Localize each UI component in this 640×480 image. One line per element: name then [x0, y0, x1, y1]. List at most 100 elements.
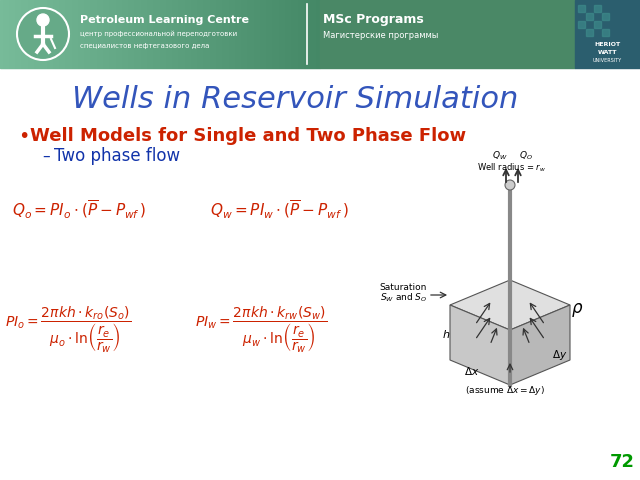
Bar [250, 0, 251, 68]
Bar [30, 0, 31, 68]
Bar [88, 0, 89, 68]
Bar [209, 0, 210, 68]
Bar [170, 0, 171, 68]
Bar [312, 0, 313, 68]
Bar [112, 0, 113, 68]
Bar [225, 0, 226, 68]
Bar [57, 0, 58, 68]
Bar [52, 0, 53, 68]
Text: Petroleum Learning Centre: Petroleum Learning Centre [80, 15, 249, 25]
Bar [257, 0, 258, 68]
Text: $PI_{w} = \dfrac{2\pi kh \cdot k_{rw}(S_{w})}{\mu_{w} \cdot \ln\!\left(\dfrac{r_: $PI_{w} = \dfrac{2\pi kh \cdot k_{rw}(S_… [195, 305, 327, 355]
Bar [187, 0, 188, 68]
Bar [58, 0, 59, 68]
Bar [155, 0, 156, 68]
Bar [24, 0, 25, 68]
Bar [167, 0, 168, 68]
Bar [101, 0, 102, 68]
Bar [149, 0, 150, 68]
Text: Wells in Reservoir Simulation: Wells in Reservoir Simulation [72, 85, 518, 115]
Polygon shape [450, 280, 570, 330]
Bar [319, 0, 320, 68]
Bar [252, 0, 253, 68]
Bar [320, 0, 575, 68]
Bar [221, 0, 222, 68]
Bar [311, 0, 312, 68]
Bar [254, 0, 255, 68]
Bar [50, 0, 51, 68]
Bar [29, 0, 30, 68]
Bar [256, 0, 257, 68]
Bar [153, 0, 154, 68]
Text: $Q_W$: $Q_W$ [492, 149, 508, 162]
Bar [248, 0, 249, 68]
Bar [178, 0, 179, 68]
Bar [104, 0, 105, 68]
Bar [38, 0, 39, 68]
Bar [68, 0, 69, 68]
Bar [94, 0, 95, 68]
Bar [59, 0, 60, 68]
Bar [246, 0, 247, 68]
Bar [83, 0, 84, 68]
Bar [314, 0, 315, 68]
Text: HERIOT: HERIOT [594, 41, 620, 47]
Bar [172, 0, 173, 68]
Bar [296, 0, 297, 68]
Text: 72: 72 [609, 453, 634, 471]
Bar [109, 0, 110, 68]
Bar [309, 0, 310, 68]
Bar [151, 0, 152, 68]
Bar [100, 0, 101, 68]
Bar [594, 5, 601, 12]
Circle shape [17, 8, 69, 60]
Bar [42, 0, 43, 68]
Bar [313, 0, 314, 68]
Bar [229, 0, 230, 68]
Bar [210, 0, 211, 68]
Bar [136, 0, 137, 68]
Bar [258, 0, 259, 68]
Bar [23, 0, 24, 68]
Bar [271, 0, 272, 68]
Bar [216, 0, 217, 68]
Bar [206, 0, 207, 68]
Bar [291, 0, 292, 68]
Bar [300, 0, 301, 68]
Bar [293, 0, 294, 68]
Bar [150, 0, 151, 68]
Bar [118, 0, 119, 68]
Bar [260, 0, 261, 68]
Text: $Q_{w} = PI_{w} \cdot (\overline{P} - P_{wf}\,)$: $Q_{w} = PI_{w} \cdot (\overline{P} - P_… [210, 199, 349, 221]
Bar [272, 0, 273, 68]
Bar [3, 0, 4, 68]
Bar [214, 0, 215, 68]
Bar [578, 21, 585, 28]
Bar [305, 0, 306, 68]
Bar [586, 29, 593, 36]
Bar [78, 0, 79, 68]
Bar [96, 0, 97, 68]
Bar [173, 0, 174, 68]
Bar [317, 0, 318, 68]
Bar [44, 0, 45, 68]
Bar [181, 0, 182, 68]
Text: $PI_{o} = \dfrac{2\pi kh \cdot k_{ro}(S_{o})}{\mu_{o} \cdot \ln\!\left(\dfrac{r_: $PI_{o} = \dfrac{2\pi kh \cdot k_{ro}(S_… [5, 305, 131, 355]
Bar [69, 0, 70, 68]
Bar [198, 0, 199, 68]
Bar [138, 0, 139, 68]
Bar [177, 0, 178, 68]
Bar [119, 0, 120, 68]
Bar [117, 0, 118, 68]
Bar [116, 0, 117, 68]
Bar [316, 0, 317, 68]
Bar [179, 0, 180, 68]
Circle shape [505, 180, 515, 190]
Bar [156, 0, 157, 68]
Bar [97, 0, 98, 68]
Text: Well radius = $r_w$: Well radius = $r_w$ [477, 161, 547, 174]
Bar [92, 0, 93, 68]
Bar [43, 0, 44, 68]
Bar [132, 0, 133, 68]
Bar [0, 0, 1, 68]
